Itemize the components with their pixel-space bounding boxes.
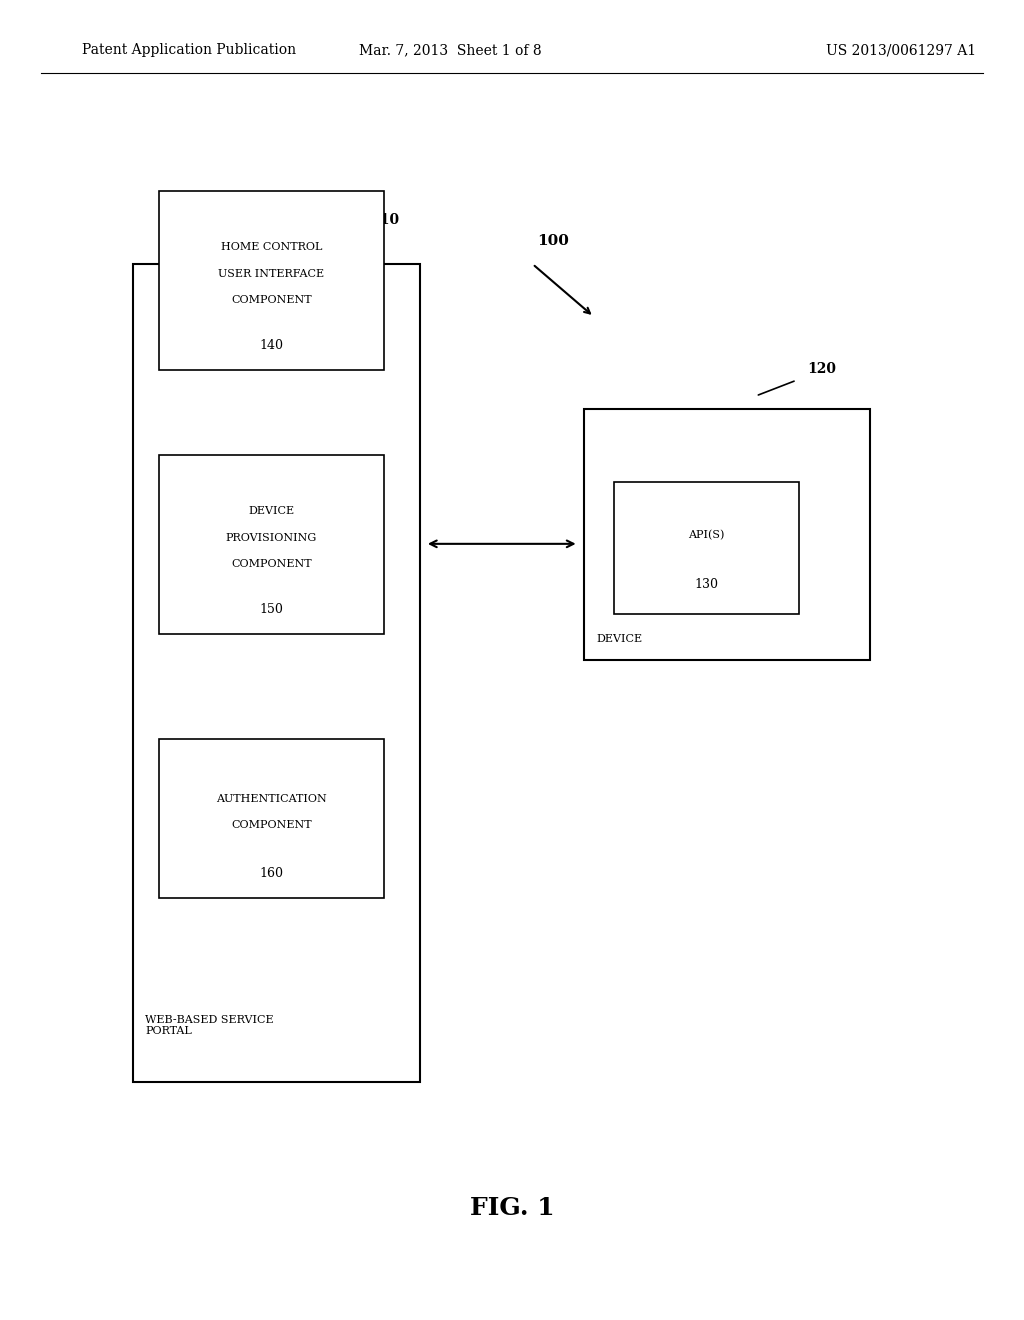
Text: HOME CONTROL: HOME CONTROL (221, 243, 322, 252)
Text: US 2013/0061297 A1: US 2013/0061297 A1 (826, 44, 976, 57)
Text: 150: 150 (259, 603, 284, 616)
Text: USER INTERFACE: USER INTERFACE (218, 269, 325, 279)
Text: WEB-BASED SERVICE
PORTAL: WEB-BASED SERVICE PORTAL (145, 1015, 274, 1036)
FancyBboxPatch shape (159, 191, 384, 370)
Text: 160: 160 (259, 867, 284, 880)
Text: DEVICE: DEVICE (248, 507, 295, 516)
Text: FIG. 1: FIG. 1 (470, 1196, 554, 1220)
Text: AUTHENTICATION: AUTHENTICATION (216, 793, 327, 804)
Text: 110: 110 (371, 213, 399, 227)
Text: COMPONENT: COMPONENT (231, 296, 311, 305)
FancyBboxPatch shape (133, 264, 420, 1082)
Text: 140: 140 (259, 339, 284, 352)
Text: API(S): API(S) (688, 529, 725, 540)
FancyBboxPatch shape (159, 739, 384, 898)
Text: COMPONENT: COMPONENT (231, 820, 311, 830)
Text: COMPONENT: COMPONENT (231, 560, 311, 569)
Text: Patent Application Publication: Patent Application Publication (82, 44, 296, 57)
FancyBboxPatch shape (159, 455, 384, 634)
Text: 120: 120 (807, 362, 836, 376)
FancyBboxPatch shape (614, 482, 799, 614)
Text: DEVICE: DEVICE (596, 634, 642, 644)
Text: 130: 130 (694, 578, 719, 591)
Text: Mar. 7, 2013  Sheet 1 of 8: Mar. 7, 2013 Sheet 1 of 8 (359, 44, 542, 57)
FancyBboxPatch shape (584, 409, 870, 660)
Text: 100: 100 (538, 234, 569, 248)
Text: PROVISIONING: PROVISIONING (225, 533, 317, 543)
